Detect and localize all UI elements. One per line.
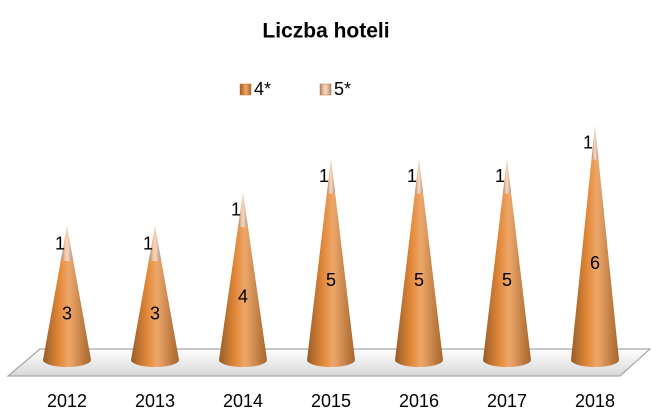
cone-segment [591, 125, 599, 160]
data-label: 1 [583, 133, 593, 153]
data-label: 1 [407, 166, 417, 186]
x-tick-label: 2018 [575, 391, 615, 411]
data-label: 1 [143, 233, 153, 253]
data-label: 6 [590, 253, 600, 273]
legend-label: 5* [334, 79, 351, 99]
data-label: 5 [502, 270, 512, 290]
cone-segment [43, 259, 91, 367]
cone-segment [395, 192, 443, 367]
cone-segment [327, 158, 335, 194]
chart-title: Liczba hoteli [262, 20, 389, 43]
cone-segment [415, 158, 423, 194]
legend-label: 4* [254, 79, 271, 99]
data-label: 1 [495, 166, 505, 186]
legend-swatch [239, 83, 252, 96]
cone-segment [307, 192, 355, 367]
data-label: 1 [231, 200, 241, 220]
legend-swatch [319, 83, 332, 96]
cone-segment [483, 192, 531, 367]
data-label: 3 [62, 303, 72, 323]
data-label: 4 [238, 287, 248, 307]
data-label: 1 [55, 233, 65, 253]
x-tick-label: 2015 [311, 391, 351, 411]
x-tick-label: 2014 [223, 391, 263, 411]
cone-segment [131, 259, 179, 367]
cone-segment [238, 192, 248, 228]
cone-segment [503, 158, 511, 194]
cone-segment [219, 225, 267, 367]
data-label: 1 [319, 166, 329, 186]
cone-segment [571, 158, 619, 367]
cone-segment [61, 225, 73, 262]
data-label: 5 [326, 270, 336, 290]
data-label: 3 [150, 303, 160, 323]
data-label: 5 [414, 270, 424, 290]
x-tick-label: 2016 [399, 391, 439, 411]
x-tick-label: 2012 [47, 391, 87, 411]
x-tick-label: 2017 [487, 391, 527, 411]
x-tick-label: 2013 [135, 391, 175, 411]
cone-segment [149, 225, 161, 262]
